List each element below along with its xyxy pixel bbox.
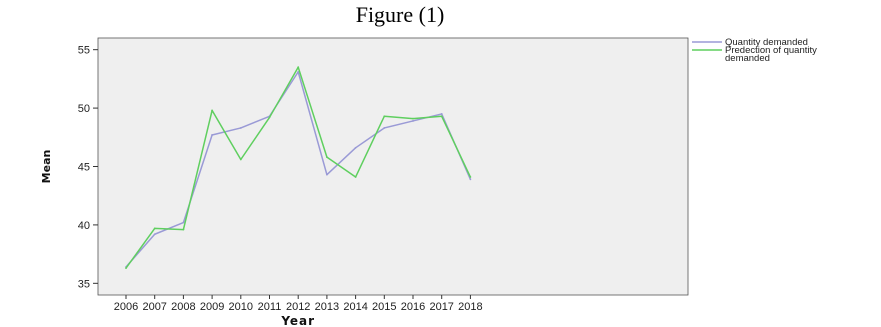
series-1-point xyxy=(153,233,156,236)
x-tick-label: 2013 xyxy=(315,301,339,313)
series-2-point xyxy=(440,115,443,118)
series-1-point xyxy=(211,134,214,136)
figure-title: Figure (1) xyxy=(355,2,445,27)
series-2-point xyxy=(268,116,271,119)
series-2-point xyxy=(383,115,386,118)
y-tick-label: 50 xyxy=(78,103,90,115)
x-tick-label: 2014 xyxy=(343,301,367,313)
series-1-point xyxy=(469,178,472,181)
series-2-point xyxy=(125,267,127,270)
x-axis: 2006 2007 2008 2009 2010 2011 2012 2013 2014 2015… xyxy=(114,295,483,313)
y-axis-title: Mean xyxy=(40,150,53,184)
series-2-point xyxy=(412,117,414,120)
legend-label-2: demanded xyxy=(725,53,770,64)
series-1-point xyxy=(412,120,414,122)
y-tick-label: 35 xyxy=(78,278,90,290)
series-2-point xyxy=(326,156,328,159)
x-tick-label: 2007 xyxy=(142,301,166,313)
series-2-point xyxy=(182,228,185,231)
series-layer xyxy=(125,66,472,270)
x-tick-label: 2006 xyxy=(114,301,138,313)
series-2-point xyxy=(239,158,242,161)
series-1-point xyxy=(383,127,386,129)
x-tick-label: 2012 xyxy=(286,301,310,313)
series-1-point xyxy=(297,70,300,73)
x-tick-label: 2008 xyxy=(171,301,195,313)
series-2-point xyxy=(469,176,472,178)
x-tick-label: 2011 xyxy=(258,301,282,313)
legend-label-2: Predection of quantity xyxy=(725,45,817,56)
x-tick-label: 2015 xyxy=(372,301,396,313)
y-tick-label: 55 xyxy=(78,45,90,57)
x-tick-label: 2018 xyxy=(458,301,482,313)
series-1-point xyxy=(354,146,357,149)
series-2-point xyxy=(354,176,357,178)
x-tick-label: 2016 xyxy=(401,301,425,313)
series-1-point xyxy=(440,113,443,115)
x-tick-label: 2009 xyxy=(200,301,224,313)
series-2-point xyxy=(297,66,300,69)
x-axis-title: Year xyxy=(280,314,315,327)
plot-area xyxy=(97,37,689,296)
y-axis: 35 40 45 50 55 xyxy=(78,45,98,290)
series-1-point xyxy=(182,221,185,224)
series-2-point xyxy=(153,227,156,230)
legend-label-1: Quantity demanded xyxy=(725,37,808,48)
series-1-point xyxy=(239,127,242,129)
series-1-point xyxy=(326,173,328,176)
x-tick-label: 2010 xyxy=(229,301,253,313)
y-tick-label: 45 xyxy=(78,162,90,174)
y-tick-label: 40 xyxy=(78,220,90,232)
series-2-point xyxy=(211,109,214,112)
x-tick-label: 2017 xyxy=(429,301,453,313)
